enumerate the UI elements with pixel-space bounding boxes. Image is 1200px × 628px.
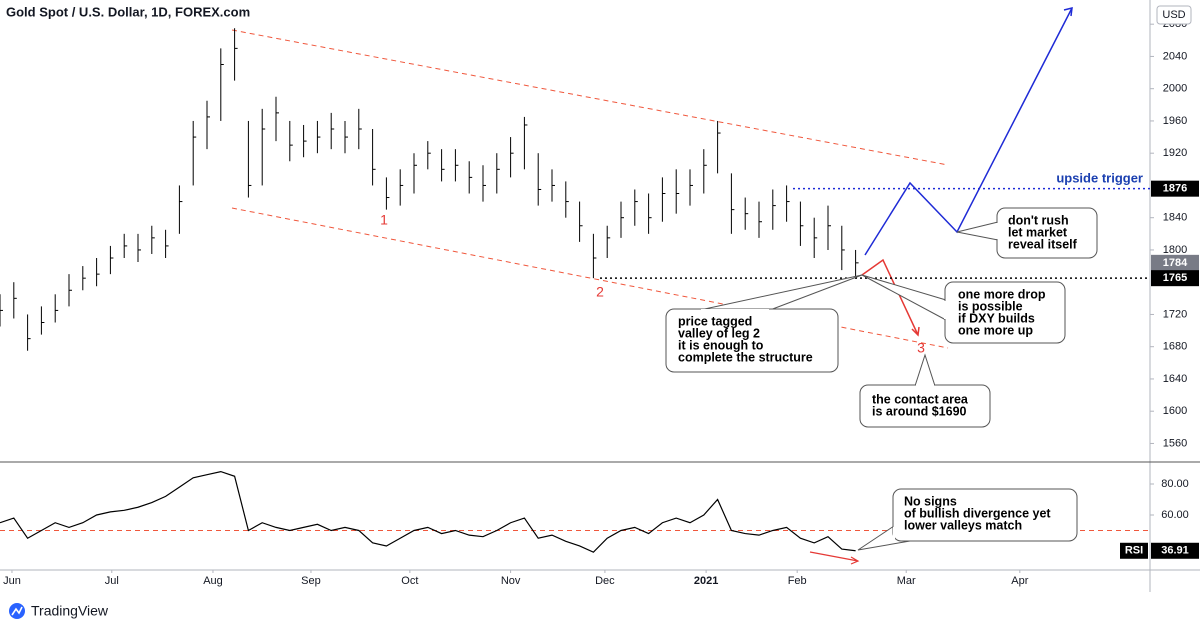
callout-text: it is enough to [678,338,764,352]
price-tag-label: 1784 [1163,257,1188,269]
indicator-value-tag [1151,542,1199,559]
x-tick-label: Jul [105,575,119,587]
price-tag [1151,180,1199,197]
axes-layer [0,0,1200,592]
callout-pointer [861,274,947,321]
price-tag-label: 1876 [1163,183,1187,195]
x-tick-label: Aug [203,575,223,587]
currency: USD [1162,9,1185,21]
callout-text: one more drop [958,287,1046,301]
brand-name: TradingView [31,603,109,619]
x-tick-label: Jun [3,575,21,587]
indicator-name: RSI [1125,545,1143,557]
wave-label: 3 [917,340,925,356]
bearish-path [861,258,919,336]
y-tick-label: 1920 [1163,147,1187,159]
callout: No signs of bullish divergence yet lower… [857,488,1078,551]
y-tick-label: 60.00 [1161,509,1189,521]
x-tick-label: Sep [301,575,321,587]
y-tick-label: 1560 [1163,437,1187,449]
x-tick-label: Feb [788,575,807,587]
callout: one more drop is possible if DXY builds … [861,274,1066,344]
upside-trigger-label: upside trigger [1056,170,1143,185]
y-tick-label: 1680 [1163,341,1187,353]
y-tick-label: 2000 [1163,83,1187,95]
callout-text: the contact area [872,392,969,406]
rsi-line [0,470,856,553]
wave-label: 2 [596,284,604,300]
callout-text: is around $1690 [872,404,967,418]
indicator-value: 36.91 [1161,545,1189,557]
x-tick-label: Oct [401,575,418,587]
y-tick-label: 1960 [1163,115,1187,127]
currency-box [1156,5,1192,25]
callout-text: one more up [958,323,1033,337]
callout-pointer [956,221,999,241]
price-tag [1151,254,1199,271]
x-tick-label: Mar [897,575,916,587]
callout-text: lower valleys match [904,518,1022,532]
callout-text: let market [1008,225,1068,239]
callout-text: of bullish divergence yet [904,506,1051,520]
callout-text: if DXY builds [958,311,1035,325]
channel-top [231,29,949,166]
callout-text: reveal itself [1008,237,1078,251]
indicator-name-tag [1120,542,1148,559]
x-tick-label: Apr [1011,575,1028,587]
callout-text: price tagged [678,314,752,328]
callout: the contact area is around $1690 [859,353,991,428]
wave-label: 1 [380,212,388,228]
y-tick-label: 1640 [1163,373,1187,385]
bullish-path [864,7,1073,256]
callout-text: don't rush [1008,213,1069,227]
x-tick-label: 2021 [694,575,718,587]
callout-text: complete the structure [678,350,813,364]
bearish-arrow [911,326,920,337]
y-tick-label: 1840 [1163,212,1187,224]
chart-title: Gold Spot / U.S. Dollar, 1D, FOREX.com [6,4,250,19]
brand: TradingView [9,603,109,619]
x-tick-label: Dec [595,575,615,587]
callout: price tagged valley of leg 2 it is enoug… [665,274,863,373]
price-tag [1151,270,1199,287]
callout-text: valley of leg 2 [678,326,760,340]
callout-box [892,488,1078,542]
y-tick-label: 1720 [1163,308,1187,320]
callout-pointer [914,353,936,387]
callout: don't rush let market reveal itself [956,207,1098,259]
brand-logo-mark [11,606,23,616]
y-tick-label: 2040 [1163,50,1187,62]
y-tick-label: 1800 [1163,244,1187,256]
divergence-arrow [809,551,860,565]
x-tick-label: Nov [501,575,521,587]
y-tick-label: 1600 [1163,405,1187,417]
y-tick-label: 80.00 [1161,478,1189,490]
callout-text: No signs [904,494,957,508]
price-tag-label: 1765 [1163,272,1187,284]
bullish-arrow [1063,7,1073,17]
callout-text: is possible [958,299,1023,313]
